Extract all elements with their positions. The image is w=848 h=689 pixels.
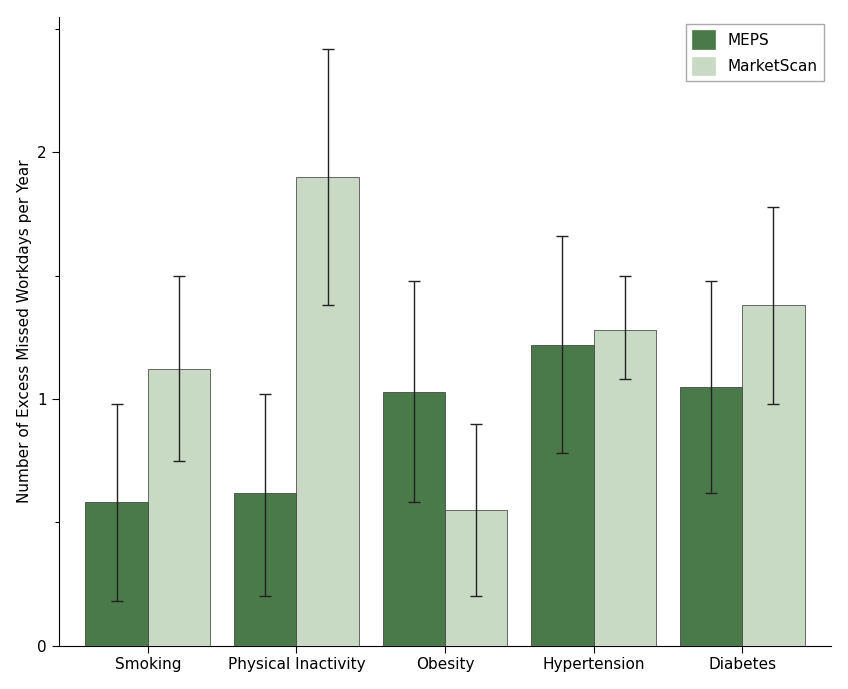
Bar [742,305,805,646]
Bar [297,177,359,646]
Bar [445,510,507,646]
Bar [86,502,148,646]
Bar [234,493,297,646]
Bar [531,344,594,646]
Bar [680,387,742,646]
Bar [148,369,210,646]
Legend: MEPS, MarketScan: MEPS, MarketScan [686,24,823,81]
Bar [594,330,656,646]
Bar [382,391,445,646]
Y-axis label: Number of Excess Missed Workdays per Year: Number of Excess Missed Workdays per Yea… [17,159,31,503]
